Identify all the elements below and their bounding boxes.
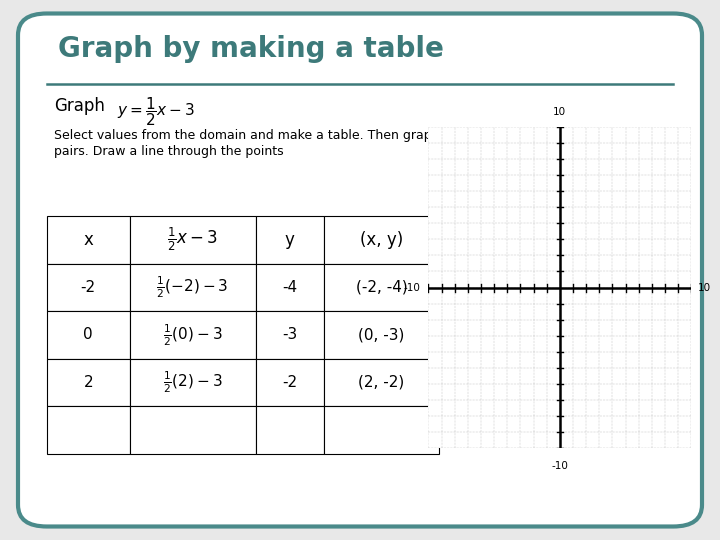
Text: -4: -4	[282, 280, 297, 295]
Text: 0: 0	[84, 327, 93, 342]
Text: $\frac{1}{2}x-3$: $\frac{1}{2}x-3$	[167, 226, 218, 253]
Text: $y = \dfrac{1}{2}x - 3$: $y = \dfrac{1}{2}x - 3$	[117, 95, 194, 128]
Bar	[324, 216, 439, 264]
Text: -3: -3	[282, 327, 297, 342]
Text: x: x	[84, 231, 93, 249]
Text: pairs. Draw a line through the points: pairs. Draw a line through the points	[54, 145, 284, 158]
Text: $\frac{1}{2}(0)-3$: $\frac{1}{2}(0)-3$	[163, 322, 222, 348]
Text: -10: -10	[404, 282, 420, 293]
Text: Graph by making a table: Graph by making a table	[58, 35, 444, 63]
Text: 10: 10	[698, 282, 711, 293]
Text: (2, -2): (2, -2)	[359, 375, 405, 390]
Text: 10: 10	[553, 107, 567, 117]
Bar	[130, 311, 256, 359]
Bar	[256, 359, 324, 406]
Bar	[47, 359, 130, 406]
Text: Select values from the domain and make a table. Then graph the order: Select values from the domain and make a…	[54, 129, 501, 141]
Bar	[256, 311, 324, 359]
Bar	[47, 264, 130, 311]
Bar	[47, 406, 130, 454]
Text: $\frac{1}{2}(-2)-3$: $\frac{1}{2}(-2)-3$	[156, 274, 229, 300]
Bar	[256, 216, 324, 264]
Bar	[324, 311, 439, 359]
Text: (x, y): (x, y)	[360, 231, 403, 249]
Bar	[130, 216, 256, 264]
Bar	[324, 359, 439, 406]
Text: $\frac{1}{2}(2)-3$: $\frac{1}{2}(2)-3$	[163, 369, 222, 395]
Text: (-2, -4): (-2, -4)	[356, 280, 408, 295]
Bar	[324, 406, 439, 454]
Text: y: y	[285, 231, 294, 249]
Text: -10: -10	[552, 461, 568, 471]
Text: 2: 2	[84, 375, 93, 390]
Bar	[130, 406, 256, 454]
Text: -2: -2	[81, 280, 96, 295]
Bar	[256, 264, 324, 311]
Bar	[130, 264, 256, 311]
Text: (0, -3): (0, -3)	[359, 327, 405, 342]
FancyBboxPatch shape	[18, 14, 702, 526]
Bar	[130, 359, 256, 406]
Bar	[47, 216, 130, 264]
Text: -2: -2	[282, 375, 297, 390]
Bar	[256, 406, 324, 454]
Text: Graph: Graph	[54, 97, 105, 115]
Bar	[47, 311, 130, 359]
Bar	[324, 264, 439, 311]
